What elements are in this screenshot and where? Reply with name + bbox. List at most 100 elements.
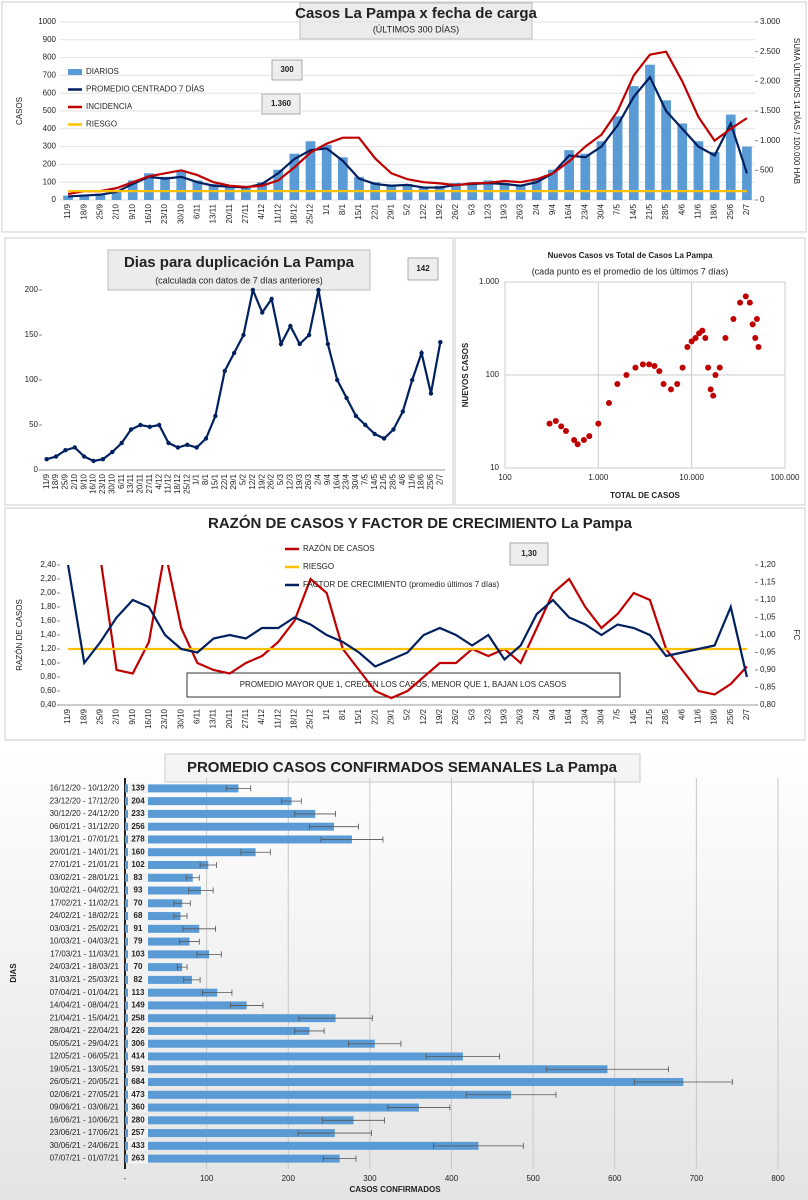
- data-label-box: [128, 1115, 148, 1126]
- marker: [44, 457, 49, 462]
- point: [552, 418, 559, 425]
- y-tick-label: 700: [43, 71, 57, 80]
- x-tick-label: 16/4: [564, 203, 573, 219]
- error-bar: [225, 785, 252, 792]
- point: [546, 420, 553, 427]
- y-tick-label: 600: [43, 88, 57, 97]
- bar: [224, 185, 235, 200]
- data-label: 204: [131, 796, 145, 805]
- error-bar: [294, 810, 336, 817]
- y-axis-label: NUEVOS CASOS: [461, 342, 470, 407]
- x-tick-label: 27/11: [241, 203, 250, 223]
- point: [702, 334, 709, 341]
- panel: [454, 237, 806, 506]
- x-tick-label: 12/3: [285, 473, 294, 489]
- point: [605, 399, 612, 406]
- y-tick-label: 26/05/21 - 20/05/21: [50, 1077, 120, 1086]
- y-tick-label: 06/01/21 - 31/12/20: [50, 822, 120, 831]
- marker: [241, 332, 246, 338]
- point: [722, 334, 729, 341]
- marker: [297, 341, 302, 347]
- data-label-box: [128, 808, 148, 819]
- data-label-box: [128, 1140, 148, 1151]
- y-tick-label: 20/01/21 - 14/01/21: [50, 847, 120, 856]
- data-label: 160: [131, 847, 145, 856]
- x-tick-label: 25/6: [726, 203, 735, 219]
- bar: [125, 809, 316, 818]
- x-tick-label: 21/5: [645, 203, 654, 219]
- line: [66, 565, 748, 678]
- x-tick-label: 21/5: [379, 473, 388, 489]
- x-tick-label: 29/1: [386, 708, 395, 724]
- y-tick-label: 27/01/21 - 21/01/21: [50, 860, 120, 869]
- x-tick-label: 30/4: [597, 708, 606, 724]
- chart-title: Casos La Pampa x fecha de carga: [295, 5, 537, 22]
- x-tick-label: 26/2: [451, 708, 460, 724]
- y-tick-label: 23/12/20 - 17/12/20: [50, 796, 120, 805]
- y-tick-label: 2,40: [40, 560, 56, 569]
- bar: [515, 184, 526, 200]
- data-label: 306: [131, 1039, 145, 1048]
- x-tick-label: 27/11: [145, 473, 154, 493]
- x-axis-label: CASOS CONFIRMADOS: [349, 1185, 441, 1194]
- y2-tick-label: 1,20: [760, 560, 776, 569]
- bar: [160, 176, 170, 200]
- y-tick-label: 150: [25, 330, 39, 339]
- data-label: 263: [131, 1154, 145, 1163]
- x-tick-label: 11/6: [694, 203, 703, 219]
- x-tick-label: 11/9: [63, 708, 72, 724]
- x-tick-label: 19/3: [500, 203, 509, 219]
- error-bar: [179, 938, 200, 945]
- y2-tick-label: 1,00: [760, 630, 776, 639]
- y-tick-label: 19/05/21 - 13/05/21: [50, 1064, 120, 1073]
- panel: [0, 745, 808, 1200]
- data-label: 258: [131, 1013, 145, 1022]
- data-label-box: [128, 974, 148, 985]
- y-tick-label: 17/02/21 - 11/02/21: [50, 898, 119, 907]
- y-tick-label: 1,60: [40, 616, 56, 625]
- bar: [386, 184, 397, 200]
- error-bar: [188, 887, 214, 894]
- error-bar: [176, 964, 188, 971]
- error-bar: [387, 1104, 451, 1111]
- y-tick-label: 10/02/21 - 04/02/21: [50, 886, 120, 895]
- data-label: 433: [131, 1141, 145, 1150]
- marker: [316, 287, 321, 293]
- x-tick-label: 13/11: [126, 473, 135, 493]
- marker: [194, 445, 199, 450]
- x-tick-label: 7/5: [360, 473, 369, 485]
- y-tick-label: 03/03/21 - 25/02/21: [50, 924, 120, 933]
- y-axis-label: RAZÓN DE CASOS: [15, 599, 24, 671]
- x-tick-label: 4/12: [257, 708, 266, 724]
- y-tick-label: 24/03/21 - 18/03/21: [50, 962, 120, 971]
- x-tick-label: 11/12: [273, 708, 282, 728]
- error-bar: [199, 861, 217, 868]
- x-tick-label: 16/10: [144, 203, 153, 224]
- marker: [166, 440, 171, 446]
- bar: [241, 186, 251, 200]
- x-tick-label: 2/4: [314, 473, 323, 485]
- x-tick-label: 200: [282, 1174, 296, 1183]
- point: [646, 361, 653, 368]
- error-bar: [182, 925, 217, 932]
- y-tick-label: 1,00: [40, 658, 56, 667]
- y-tick-label: 100: [486, 370, 500, 379]
- y-tick-label: 800: [43, 53, 57, 62]
- x-tick-label: 15/1: [354, 708, 363, 724]
- point: [737, 299, 744, 306]
- bar: [709, 151, 720, 200]
- x-tick-label: 18/9: [79, 203, 88, 219]
- legend-label: DIARIOS: [86, 67, 119, 76]
- error-bar: [633, 1079, 733, 1086]
- y-tick-label: 100: [43, 177, 57, 186]
- data-label-box: [128, 1000, 148, 1011]
- data-label-box: [128, 987, 148, 998]
- x-tick-label: 1/1: [322, 708, 331, 720]
- bar: [125, 1090, 512, 1099]
- x-tick-label: 400: [445, 1174, 459, 1183]
- marker: [372, 431, 377, 437]
- data-label: 83: [134, 873, 143, 882]
- x-tick-label: 11/6: [407, 473, 416, 489]
- marker: [438, 340, 443, 345]
